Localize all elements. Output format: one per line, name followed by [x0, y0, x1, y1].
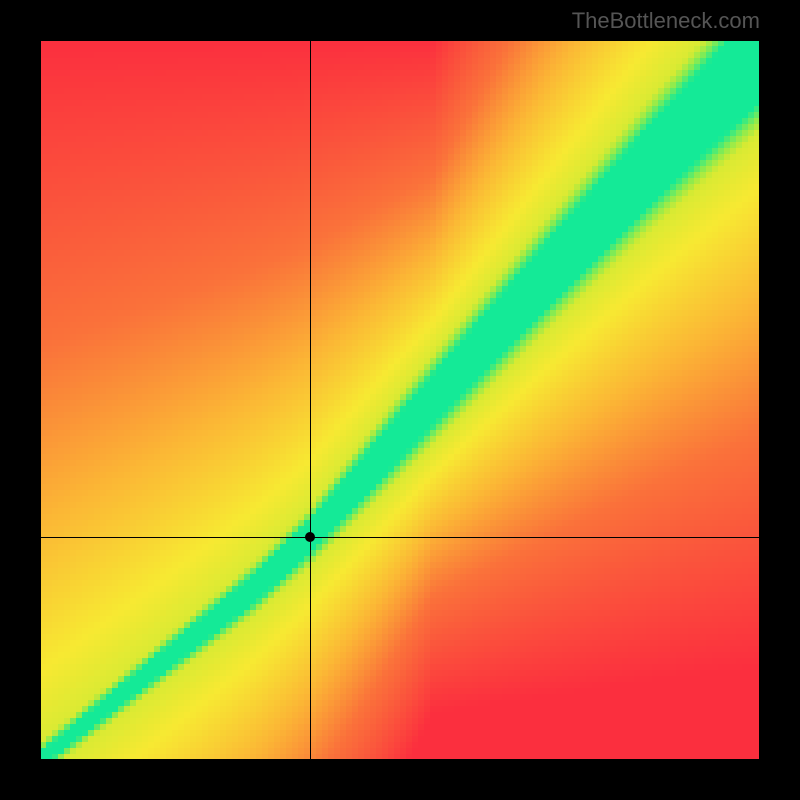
watermark-text: TheBottleneck.com: [572, 8, 760, 34]
heatmap-plot: [40, 40, 760, 760]
heatmap-canvas: [40, 40, 760, 760]
intersection-marker: [305, 532, 315, 542]
crosshair-horizontal: [40, 537, 760, 538]
crosshair-vertical: [310, 40, 311, 760]
